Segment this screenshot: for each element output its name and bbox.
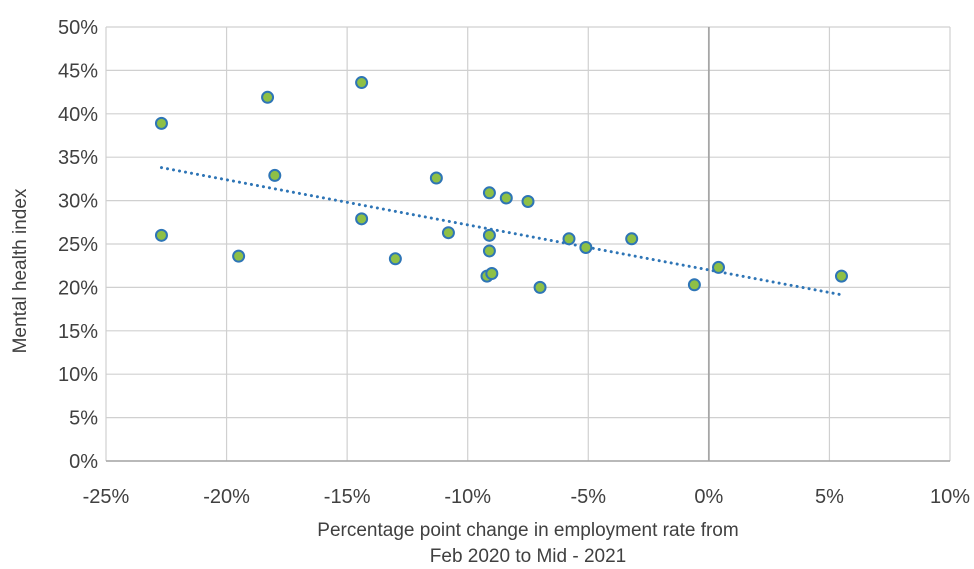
data-point	[154, 116, 168, 130]
x-tick-label: -20%	[203, 486, 250, 508]
trendline	[159, 166, 846, 297]
data-point	[429, 171, 443, 185]
data-point	[268, 168, 282, 182]
y-tick-label: 25%	[58, 234, 98, 256]
x-axis-label: Percentage point change in employment ra…	[317, 520, 738, 567]
x-tick-label: 10%	[930, 486, 970, 508]
data-point	[482, 186, 496, 200]
y-tick-label: 35%	[58, 147, 98, 169]
data-point	[441, 226, 455, 240]
y-tick-label: 45%	[58, 60, 98, 82]
y-tick-label: 20%	[58, 277, 98, 299]
y-tick-label: 50%	[58, 17, 98, 39]
x-axis-label-line: Percentage point change in employment ra…	[317, 520, 738, 541]
data-point	[521, 194, 535, 208]
x-tick-label: -25%	[83, 486, 130, 508]
data-point	[579, 240, 593, 254]
data-point	[712, 260, 726, 274]
y-tick-label: 5%	[69, 408, 98, 430]
data-points	[154, 76, 848, 294]
data-point	[482, 228, 496, 242]
data-point	[625, 232, 639, 246]
y-tick-label: 15%	[58, 321, 98, 343]
x-tick-label: -10%	[444, 486, 491, 508]
x-tick-label: -5%	[570, 486, 606, 508]
x-axis-ticks: -25% -20% -15% -10% -5% 0% 5% 10%	[83, 486, 971, 508]
data-point	[232, 249, 246, 263]
y-axis-label: Mental health index	[10, 188, 31, 353]
x-tick-label: -15%	[324, 486, 371, 508]
data-point	[388, 252, 402, 266]
y-tick-label: 0%	[69, 451, 98, 473]
y-tick-label: 40%	[58, 104, 98, 126]
data-point	[485, 267, 499, 281]
trendline-layer	[159, 166, 846, 297]
y-axis-ticks: 0% 5% 10% 15% 20% 25% 30% 35% 40% 45% 50%	[58, 17, 98, 473]
x-axis-label-line: Feb 2020 to Mid - 2021	[430, 546, 626, 567]
data-point	[355, 76, 369, 90]
data-point	[482, 244, 496, 258]
data-point	[355, 212, 369, 226]
data-point	[499, 191, 513, 205]
y-tick-label: 30%	[58, 191, 98, 213]
y-tick-label: 10%	[58, 364, 98, 386]
x-tick-label: 0%	[694, 486, 723, 508]
grid-lines	[105, 26, 951, 462]
data-point	[154, 228, 168, 242]
data-point	[687, 278, 701, 292]
data-point	[261, 90, 275, 104]
data-point	[533, 280, 547, 294]
x-tick-label: 5%	[815, 486, 844, 508]
data-point	[834, 269, 848, 283]
data-point	[562, 232, 576, 246]
